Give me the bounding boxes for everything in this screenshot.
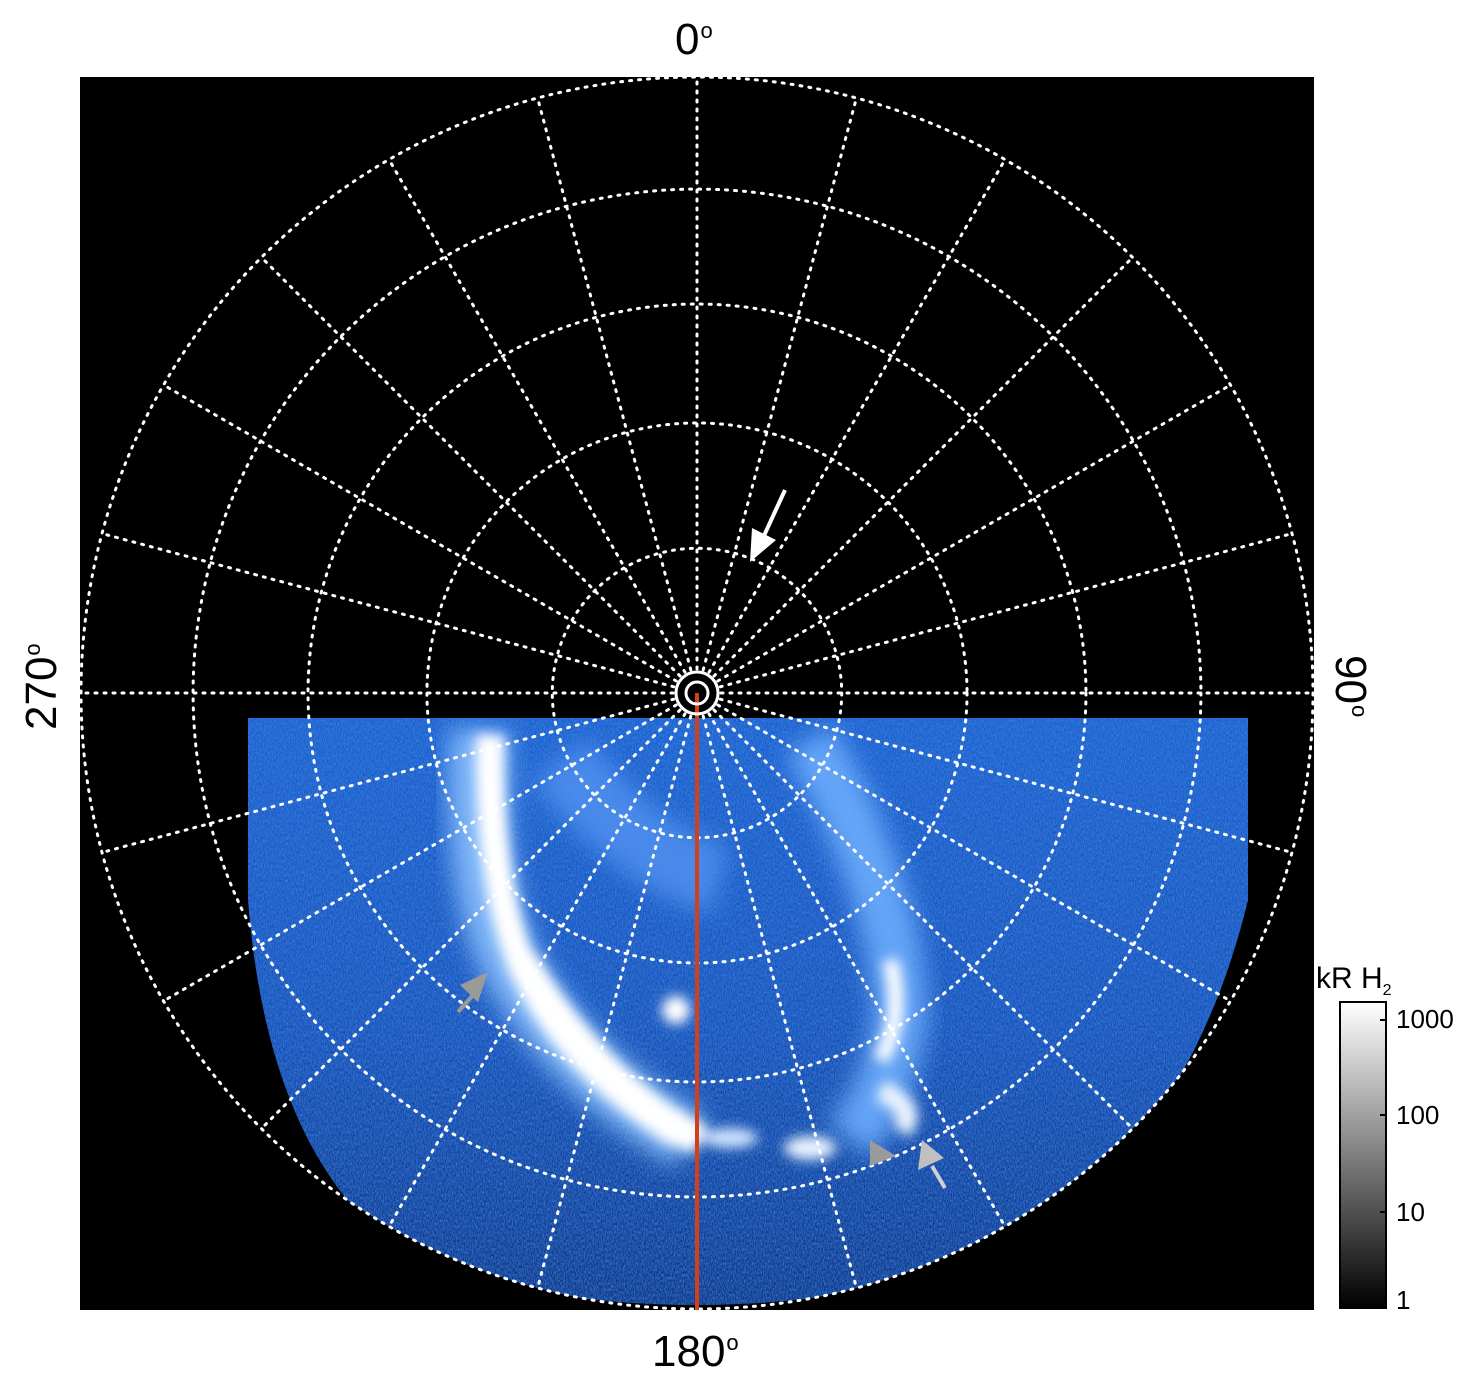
grid-meridian (718, 532, 1294, 689)
grid-meridian (712, 255, 1135, 678)
azimuth-label-180: 180o (652, 1327, 739, 1376)
grid-meridian (100, 697, 676, 854)
grid-meridian (387, 712, 687, 1228)
azimuth-label-90: 90o (1326, 655, 1375, 718)
grid-meridian (716, 383, 1232, 683)
colorbar (1339, 1001, 1387, 1309)
grid-meridian (712, 708, 1135, 1131)
grid-circle (79, 75, 1315, 1311)
grid-meridian (718, 697, 1294, 854)
pole-marker (684, 680, 710, 706)
grey-arrowhead-icon (870, 1140, 896, 1166)
aurora-image (248, 718, 1248, 1305)
grid-meridian (536, 96, 693, 672)
azimuth-label-270: 270o (17, 643, 66, 730)
grid-meridian (162, 703, 678, 1003)
grey-arrow-left-icon (456, 972, 488, 1014)
grid-meridian (387, 158, 687, 674)
colorbar-tick-1000: 1000 (1396, 1004, 1454, 1034)
grid-meridian (259, 255, 682, 678)
white-arrow-icon (750, 489, 787, 562)
grid-meridian (162, 383, 678, 683)
grid-meridian (701, 714, 858, 1290)
pole-marker-outer (674, 670, 720, 716)
grid-meridian (259, 708, 682, 1131)
colorbar-title: kR H2 (1316, 962, 1392, 999)
grid-meridian (701, 96, 858, 672)
colorbar-tick-10: 10 (1396, 1197, 1425, 1227)
grid-meridian (707, 712, 1007, 1228)
grid-meridian (100, 532, 676, 689)
grid-meridian (707, 158, 1007, 674)
grid-meridian (716, 703, 1232, 1003)
grid-meridian (536, 714, 693, 1290)
grey-arrow-right-icon (918, 1140, 947, 1190)
colorbar-tick-100: 100 (1396, 1100, 1440, 1130)
azimuth-label-0: 0o (675, 15, 713, 64)
colorbar-tick-1: 1 (1396, 1285, 1411, 1315)
